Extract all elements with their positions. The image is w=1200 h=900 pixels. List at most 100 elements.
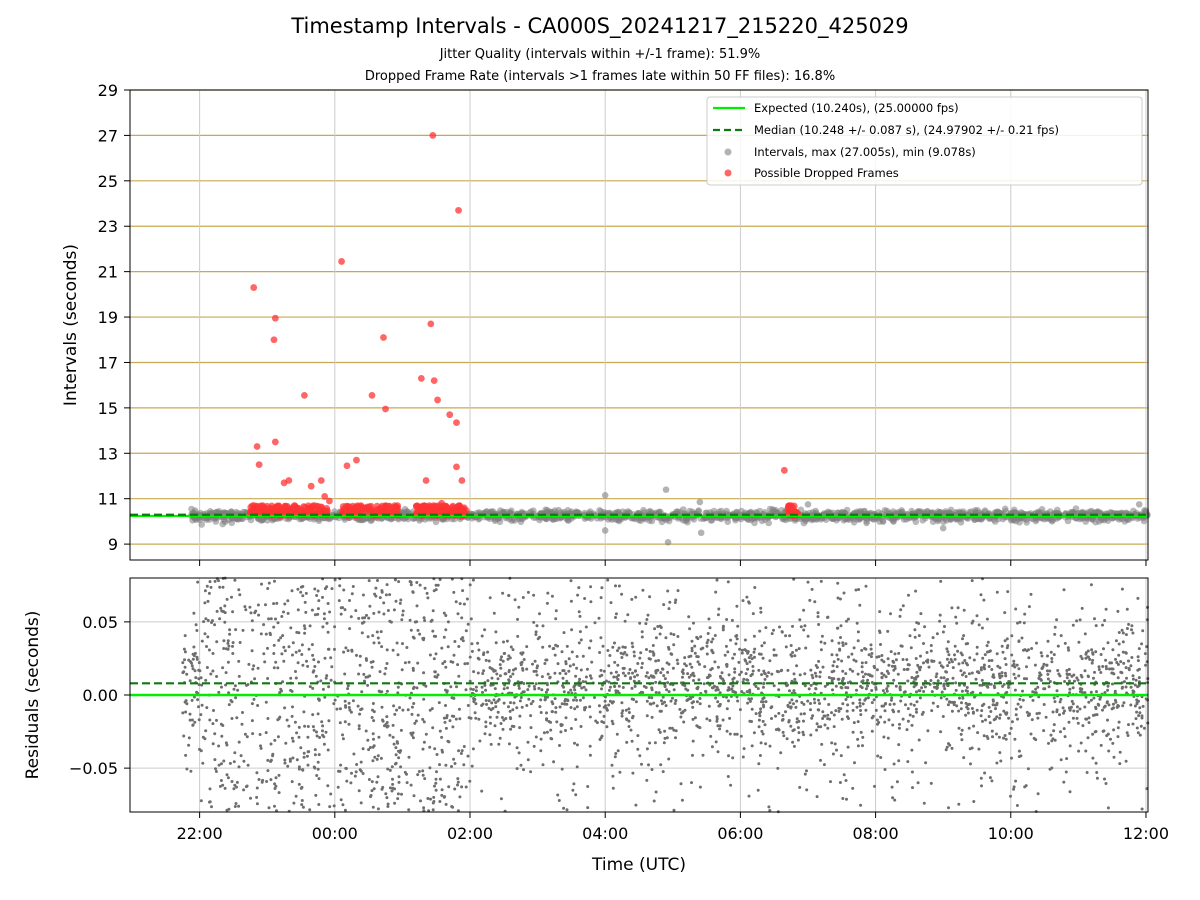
residual-point (581, 696, 585, 700)
residual-point (1048, 669, 1052, 673)
residual-point (546, 688, 550, 692)
residual-point (692, 621, 695, 625)
residual-point (385, 648, 389, 652)
residual-point (492, 611, 496, 615)
residual-point (886, 684, 890, 688)
residual-point (798, 618, 802, 622)
residual-point (294, 670, 297, 673)
residual-point (294, 676, 298, 680)
residual-point (379, 756, 383, 760)
residual-point (391, 648, 395, 652)
residual-point (452, 757, 456, 761)
residual-point (484, 699, 488, 702)
residual-point (859, 713, 863, 717)
residual-point (388, 593, 392, 597)
residual-point (764, 700, 768, 704)
interval-point (974, 507, 981, 514)
residual-point (851, 708, 855, 712)
residual-point (264, 731, 268, 735)
residual-point (300, 799, 304, 802)
residual-point (740, 651, 744, 655)
residual-point (640, 630, 644, 634)
residual-point (305, 754, 309, 758)
residual-point (1097, 668, 1101, 671)
residual-point (409, 580, 413, 584)
residual-point (1116, 726, 1120, 730)
residual-point (272, 625, 276, 629)
residual-point (396, 691, 400, 695)
residual-point (230, 595, 233, 599)
residual-point (250, 719, 254, 723)
residual-point (365, 613, 368, 617)
residual-point (906, 679, 910, 683)
residual-point (671, 666, 675, 670)
residual-point (230, 717, 234, 720)
residual-point (1118, 750, 1122, 754)
residual-point (354, 770, 358, 774)
residual-point (982, 734, 986, 738)
residual-point (578, 677, 582, 681)
residual-point (1075, 705, 1079, 709)
residual-point (772, 648, 776, 652)
residual-point (990, 659, 994, 662)
interval-point (198, 521, 205, 528)
residual-point (575, 705, 579, 709)
residual-point (490, 667, 494, 671)
residual-point (1030, 718, 1034, 722)
residual-point (752, 650, 756, 654)
residual-point (394, 599, 398, 603)
residual-point (884, 702, 888, 705)
residual-point (667, 757, 671, 761)
residual-point (325, 674, 329, 678)
residual-point (213, 579, 217, 583)
residual-point (867, 653, 871, 657)
residual-point (879, 643, 882, 646)
residual-point (1126, 734, 1130, 737)
residual-point (327, 685, 331, 689)
residual-point (539, 711, 543, 714)
residual-point (501, 727, 505, 731)
residual-point (630, 597, 634, 601)
residual-point (623, 619, 627, 623)
residual-point (311, 713, 315, 717)
residual-point (889, 612, 892, 616)
residual-point (1116, 735, 1120, 739)
residual-point (606, 578, 610, 582)
residual-point (466, 662, 469, 665)
residual-point (975, 670, 979, 674)
residual-point (1063, 680, 1067, 683)
residual-point (1064, 770, 1068, 774)
intervals-y-tick-label: 17 (98, 353, 118, 372)
residual-point (876, 754, 880, 758)
residual-point (456, 777, 460, 781)
residual-point (631, 645, 635, 649)
residual-point (553, 697, 557, 701)
residual-point (947, 661, 951, 664)
residual-point (456, 780, 460, 784)
residual-point (609, 671, 613, 675)
residual-point (507, 670, 511, 674)
residual-point (546, 672, 550, 676)
residual-point (604, 704, 607, 708)
residual-point (970, 621, 974, 625)
residual-point (809, 702, 812, 705)
residual-point (457, 645, 461, 648)
residual-point (916, 663, 920, 667)
residual-point (917, 689, 921, 693)
dropped-frame-point (382, 405, 389, 413)
residual-point (691, 705, 695, 709)
residual-point (541, 624, 545, 628)
residual-point (249, 611, 253, 615)
residual-point (614, 584, 617, 588)
residual-point (934, 675, 938, 679)
residual-point (418, 583, 422, 587)
residual-point (980, 704, 984, 708)
residual-point (1112, 706, 1115, 710)
residual-point (565, 644, 569, 648)
residual-point (435, 753, 439, 756)
residual-point (660, 699, 663, 703)
residual-point (232, 687, 236, 691)
residual-point (951, 700, 954, 704)
residual-point (444, 802, 448, 806)
residual-point (249, 796, 252, 800)
